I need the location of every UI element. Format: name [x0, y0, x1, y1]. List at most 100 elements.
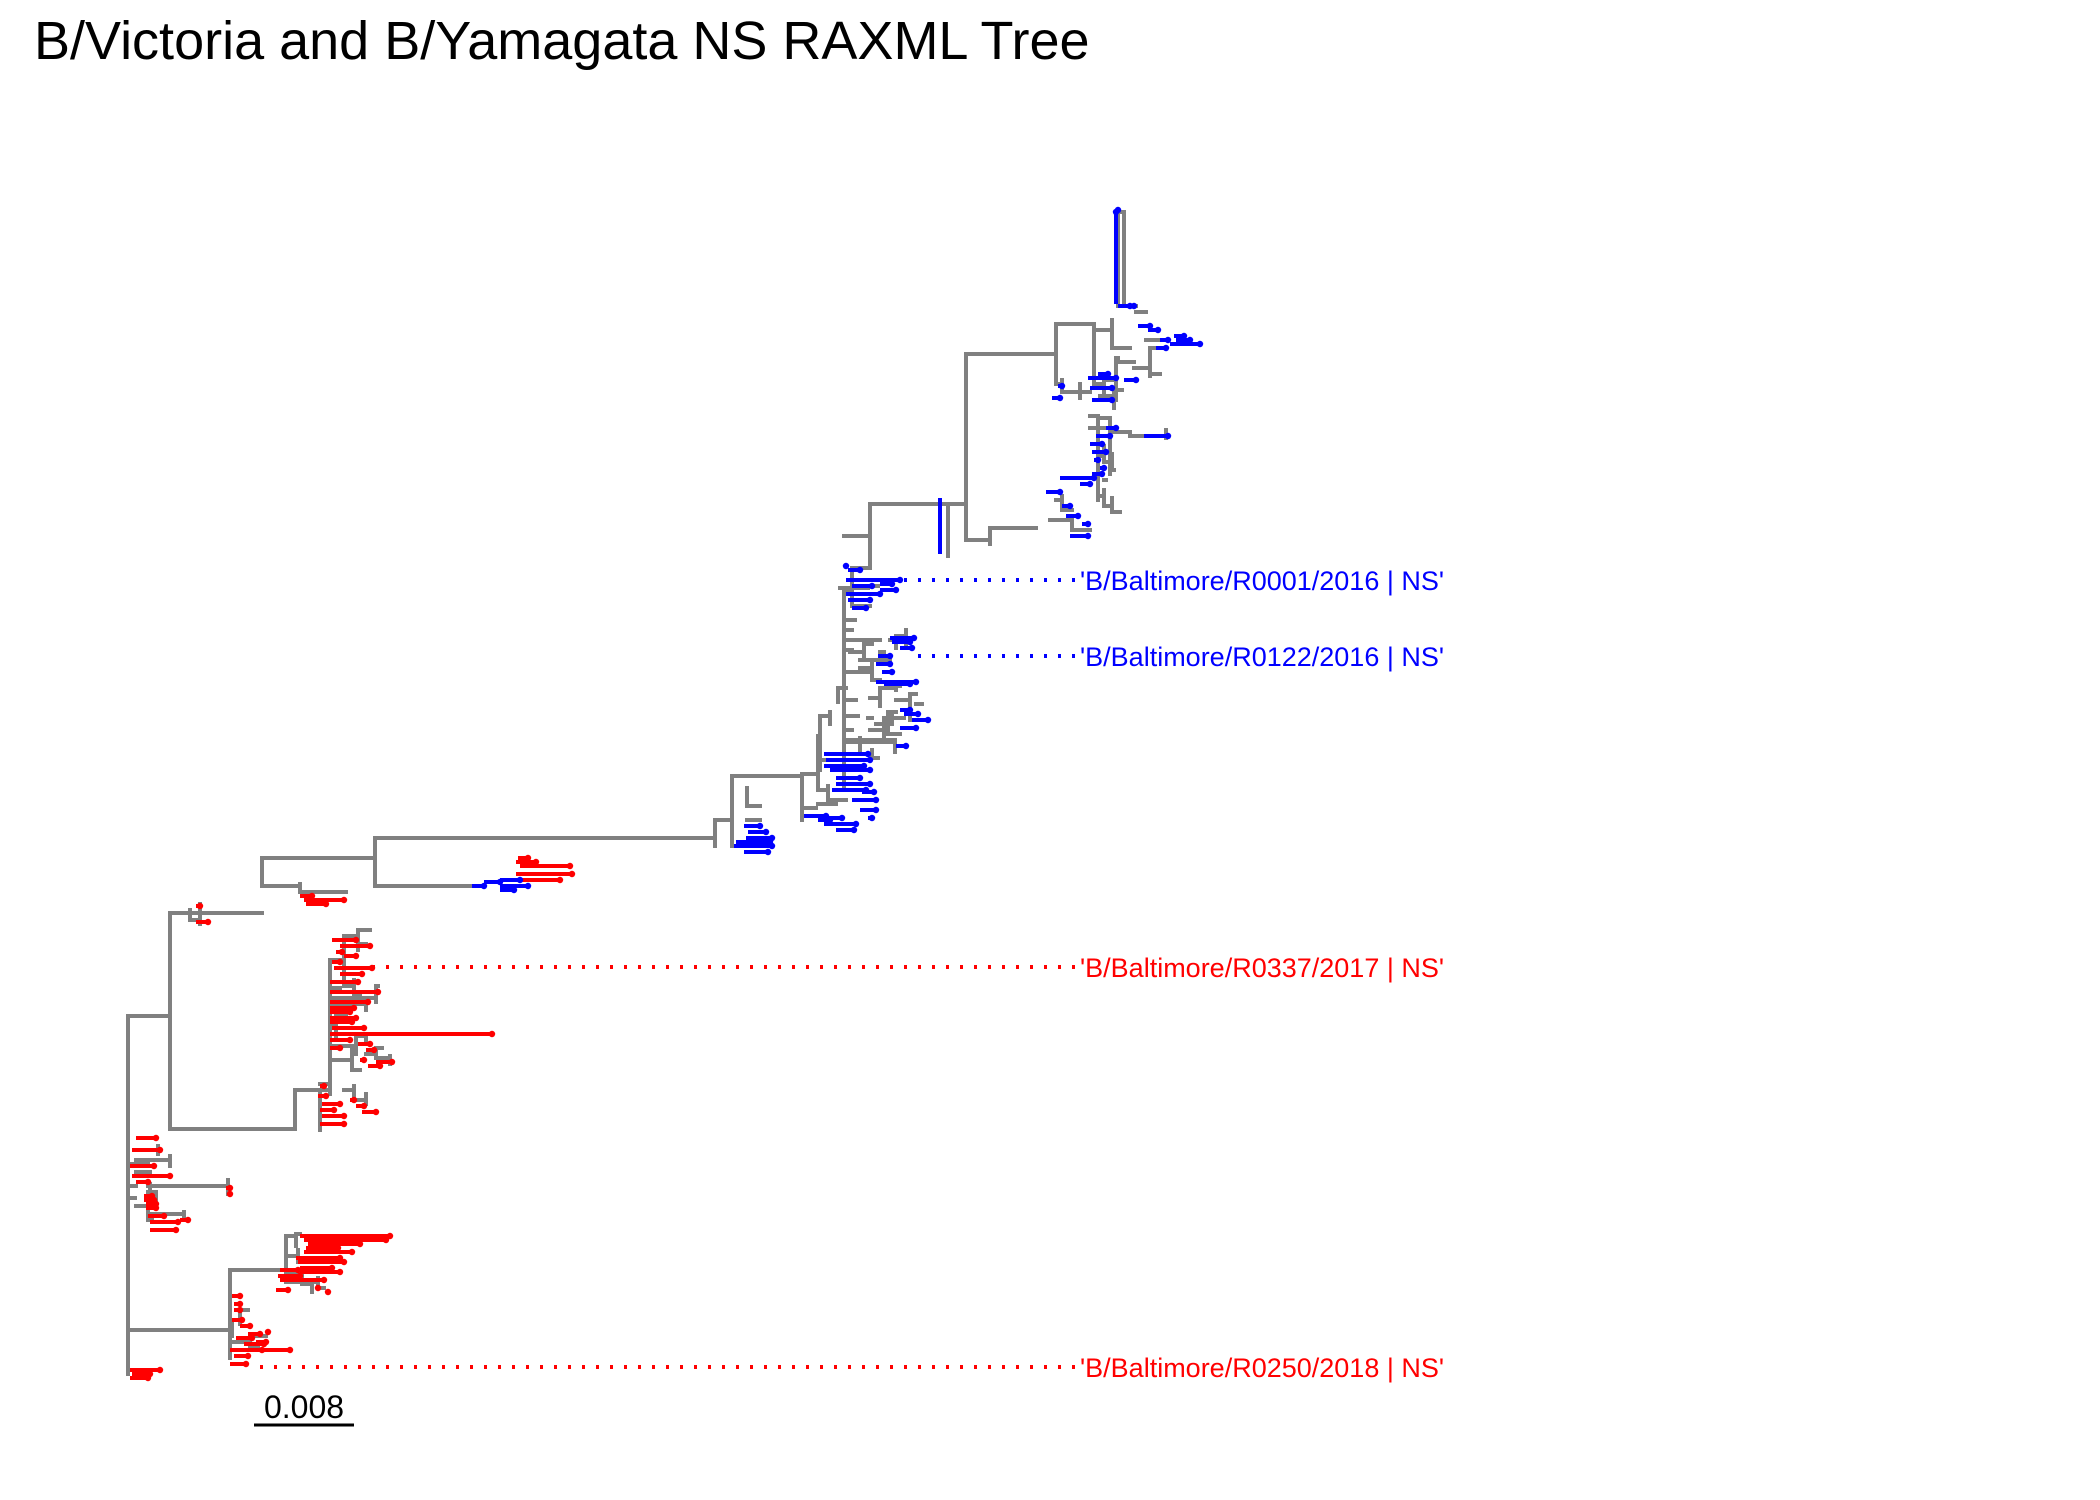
- tip-node: [524, 854, 532, 862]
- tip-label-2: 'B/Baltimore/R0337/2017 | NS': [1080, 953, 1444, 983]
- tip-node: [244, 1352, 252, 1360]
- tip-node: [516, 876, 524, 884]
- tip-node: [328, 1264, 336, 1272]
- tip-node: [1112, 208, 1120, 216]
- tip-node: [1084, 532, 1092, 540]
- tip-node: [866, 596, 874, 604]
- tree-branch-119: [134, 1144, 230, 1196]
- tip-node: [910, 634, 918, 642]
- tip-node: [1196, 340, 1204, 348]
- tip-node: [888, 668, 896, 676]
- tip-node: [340, 1112, 348, 1120]
- tip-node: [264, 1328, 272, 1336]
- tip-node: [236, 1300, 244, 1308]
- tip-node: [296, 1272, 304, 1280]
- tip-node: [532, 858, 540, 866]
- tip-node: [822, 812, 830, 820]
- tip-node: [236, 1306, 244, 1314]
- tip-node: [248, 1334, 256, 1342]
- tip-node: [314, 1284, 322, 1292]
- tip-node: [334, 1244, 342, 1252]
- tip-node: [850, 826, 858, 834]
- tip-node: [872, 806, 880, 814]
- tip-node: [174, 1218, 182, 1226]
- tip-node: [226, 1184, 234, 1192]
- tip-node: [876, 590, 884, 598]
- tip-node: [1108, 384, 1116, 392]
- tip-node: [862, 786, 870, 794]
- tip-node: [184, 1216, 192, 1224]
- tip-node: [862, 604, 870, 612]
- tip-node: [906, 706, 914, 714]
- tip-node: [352, 936, 360, 944]
- tip-node: [196, 902, 204, 910]
- tip-node: [1056, 488, 1064, 496]
- tip-node: [566, 862, 574, 870]
- tip-node: [856, 566, 864, 574]
- tip-node: [382, 1236, 390, 1244]
- tip-node: [336, 1254, 344, 1262]
- tip-node: [1126, 302, 1134, 310]
- tip-node: [320, 1082, 328, 1090]
- tip-node: [1106, 432, 1114, 440]
- tip-node: [360, 1056, 368, 1064]
- tip-labels: 'B/Baltimore/R0001/2016 | NS' 'B/Baltimor…: [1080, 566, 1444, 1383]
- tip-node: [166, 1172, 174, 1180]
- victoria-clade: [130, 856, 572, 1380]
- tip-node: [340, 1258, 348, 1266]
- tip-node: [346, 1036, 354, 1044]
- tip-node: [372, 1108, 380, 1116]
- tip-node: [340, 896, 348, 904]
- tip-node: [366, 1040, 374, 1048]
- tip-node: [1056, 394, 1064, 402]
- tree-branch-27: [1048, 494, 1102, 532]
- tip-node: [886, 652, 894, 660]
- tip-node: [1084, 520, 1092, 528]
- tip-node: [510, 886, 518, 894]
- tip-node: [1164, 432, 1172, 440]
- tree-branch-113: [168, 902, 202, 926]
- tip-node: [346, 1008, 354, 1016]
- tree-branch-9: [818, 710, 832, 748]
- tree-branch-23: [964, 526, 1038, 546]
- tree-branch-112: [260, 882, 348, 894]
- tip-node: [386, 1232, 394, 1240]
- tip-node: [258, 1346, 266, 1354]
- tip-node: [888, 580, 896, 588]
- tip-node: [886, 660, 894, 668]
- tip-node: [906, 638, 914, 646]
- tip-node: [924, 716, 932, 724]
- label-leaders: [260, 578, 1078, 1369]
- tip-node: [896, 576, 904, 584]
- tip-node: [1186, 336, 1194, 344]
- tip-node: [1162, 344, 1170, 352]
- tip-node: [236, 1292, 244, 1300]
- tip-node: [246, 1322, 254, 1330]
- tip-node: [496, 878, 504, 886]
- tip-node: [370, 1046, 378, 1054]
- tip-node: [1074, 512, 1082, 520]
- tree-branch-116: [318, 1048, 362, 1096]
- tip-node: [1086, 480, 1094, 488]
- tip-node: [238, 1316, 246, 1324]
- tip-node: [856, 774, 864, 782]
- tip-node: [286, 1346, 294, 1354]
- tip-node: [356, 1240, 364, 1248]
- tip-node: [868, 582, 876, 590]
- tip-node: [322, 900, 330, 908]
- tip-node: [284, 1286, 292, 1294]
- tip-node: [902, 742, 910, 750]
- tip-node: [860, 762, 868, 770]
- tree-branch-8: [800, 802, 838, 810]
- tip-node: [768, 842, 776, 850]
- tip-node: [1058, 382, 1066, 390]
- tree-branch-15: [842, 588, 892, 682]
- tip-node: [872, 796, 880, 804]
- tip-markers: [144, 206, 1204, 1382]
- tip-node: [1132, 376, 1140, 384]
- tip-node: [866, 756, 874, 764]
- tip-node: [150, 1162, 158, 1170]
- tip-node: [262, 1338, 270, 1346]
- tree-backbone: [126, 210, 1168, 1376]
